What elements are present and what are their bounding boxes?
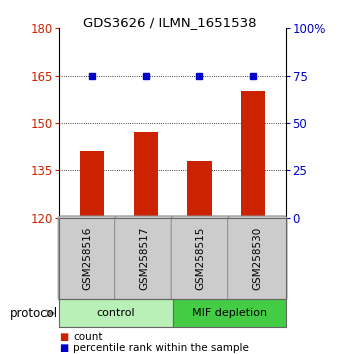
Bar bbox=[80, 152, 104, 218]
Bar bbox=[241, 91, 266, 218]
Text: GSM258530: GSM258530 bbox=[252, 227, 262, 290]
Bar bbox=[134, 132, 158, 218]
Text: count: count bbox=[73, 332, 103, 342]
Text: GSM258515: GSM258515 bbox=[196, 227, 206, 290]
Text: protocol: protocol bbox=[10, 307, 58, 320]
Text: ■: ■ bbox=[59, 343, 69, 353]
Text: GDS3626 / ILMN_1651538: GDS3626 / ILMN_1651538 bbox=[83, 16, 257, 29]
Text: GSM258517: GSM258517 bbox=[139, 227, 149, 290]
Text: GSM258516: GSM258516 bbox=[83, 227, 93, 290]
Text: MIF depletion: MIF depletion bbox=[191, 308, 267, 318]
Text: control: control bbox=[97, 308, 135, 318]
Text: percentile rank within the sample: percentile rank within the sample bbox=[73, 343, 249, 353]
Text: ■: ■ bbox=[59, 332, 69, 342]
Bar bbox=[187, 161, 211, 218]
